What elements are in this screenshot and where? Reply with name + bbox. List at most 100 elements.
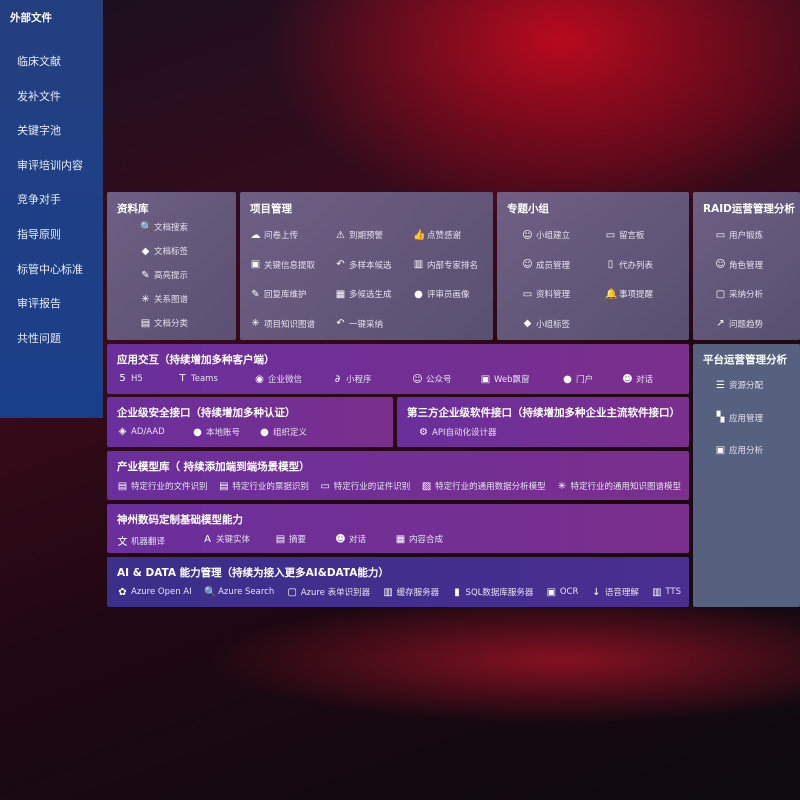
industry-items-row: ▤ 特定行业的文件识别 ▤ 特定行业的票据识别 ▭ 特定行业的证件识别 ▨ 特定行业的通用数据…	[117, 480, 681, 493]
chat-icon: ☻	[335, 533, 346, 545]
feature-item[interactable]: ▭ 用户锻炼	[715, 229, 763, 242]
feature-item[interactable]: ▦ 内容合成	[395, 533, 443, 546]
official-account-icon: ☺	[412, 373, 423, 385]
feature-item[interactable]: ☺ 公众号	[412, 373, 451, 386]
feature-item[interactable]: ▢ Azure 表单识别器	[287, 586, 370, 599]
feature-item[interactable]: ▥ 缓存服务器	[383, 586, 439, 599]
feature-item[interactable]: ▨ 特定行业的通用数据分析模型	[421, 480, 546, 493]
feature-item[interactable]: ▣ OCR	[546, 587, 579, 598]
feature-item[interactable]: ▦ 多候选生成	[335, 288, 392, 301]
feature-item[interactable]: ▥ 内部专家排名	[413, 259, 478, 271]
feature-item[interactable]: 文机器翻译	[117, 533, 166, 549]
feature-item[interactable]: ☰ 资源分配	[715, 379, 763, 392]
feature-label: 特定行业的证件识别	[333, 482, 411, 492]
feature-item[interactable]: ✳ 项目知识图谱	[250, 318, 315, 330]
feature-item[interactable]: ✿ Azure Open AI	[117, 587, 192, 598]
feature-item[interactable]: ☻ 对话	[622, 373, 653, 386]
feature-item[interactable]: ✎ 回复库维护	[250, 288, 307, 301]
feature-item[interactable]: ▣ 关键信息提取	[250, 259, 315, 271]
sidebar-item[interactable]: 竞争对手	[17, 193, 61, 207]
feature-item[interactable]: ◆ 小组标签	[522, 318, 570, 330]
html5-icon: 5	[119, 373, 126, 384]
feature-item[interactable]: 🔍 文档搜索	[140, 221, 188, 234]
feature-item[interactable]: ● 本地账号	[192, 426, 240, 439]
feature-item[interactable]: ▥ TTS	[651, 587, 681, 598]
feature-item[interactable]: ✎ 高亮提示	[140, 269, 188, 282]
feature-item[interactable]: ▮ SQL数据库服务器	[452, 586, 533, 599]
feature-item[interactable]: ▤ 特定行业的票据识别	[218, 480, 309, 493]
feature-item[interactable]: ▣ 应用分析	[715, 444, 763, 457]
feature-item[interactable]: ● 评审员画像	[413, 288, 469, 301]
feature-item[interactable]: 🔍 Azure Search	[204, 587, 274, 598]
edit-icon: ✎	[251, 288, 260, 300]
folder-icon: ▭	[522, 288, 533, 300]
feature-item[interactable]: ⚙ API自动化设计器	[418, 426, 496, 439]
feature-item[interactable]: ▯ 代办列表	[605, 259, 653, 271]
feature-item[interactable]: ☻ 对话	[335, 533, 366, 546]
feature-item[interactable]: ↶ 一键采纳	[335, 318, 383, 330]
feature-item[interactable]: ∂ 小程序	[332, 373, 372, 386]
feature-item[interactable]: ☁ 问卷上传	[250, 229, 299, 242]
feature-item[interactable]: ◆ 文档标签	[140, 245, 188, 258]
feature-item[interactable]: ☺ 角色管理	[715, 259, 763, 271]
chart-icon: ▨	[421, 480, 432, 492]
sidebar-item[interactable]: 审评报告	[17, 297, 61, 311]
feature-item[interactable]: ◉ 企业微信	[254, 373, 302, 386]
feature-item[interactable]: ▢ 采纳分析	[715, 288, 763, 301]
feature-label: 事项提醒	[619, 290, 654, 300]
entity-icon: A	[204, 533, 211, 545]
feature-item[interactable]: ⚠ 到期预警	[335, 229, 383, 242]
project-panel: 项目管理 ☁ 问卷上传 ⚠ 到期预警 👍 点赞感谢 ▣ 关键信息提取 ↶ 多样本候选 ▥ 内部专家排名…	[240, 192, 493, 340]
panel-title: 专题小组	[507, 203, 549, 215]
gear-icon: ⚙	[419, 426, 428, 438]
feature-label: Azure Open AI	[131, 587, 192, 597]
thumbs-up-icon: 👍	[413, 229, 426, 241]
feature-item[interactable]: ● 门户	[562, 373, 593, 386]
sidebar-item[interactable]: 发补文件	[17, 89, 61, 103]
sidebar-item[interactable]: 关键字池	[17, 124, 61, 138]
feature-item[interactable]: ▣ Web飘窗	[480, 373, 530, 386]
chat-icon: ☻	[622, 373, 633, 385]
pen-icon: ✎	[141, 269, 150, 281]
feature-label: 特定行业的文件识别	[131, 482, 208, 492]
feature-item[interactable]: ↓ 语音理解	[591, 586, 639, 599]
feature-label: Teams	[191, 373, 218, 384]
feature-item[interactable]: ▭ 特定行业的证件识别	[320, 480, 411, 493]
ocr-icon: ▣	[546, 586, 557, 598]
doc-icon: ▤	[275, 533, 286, 545]
sidebar-item[interactable]: 审评培训内容	[17, 158, 83, 172]
feature-item[interactable]: ▭ 资料管理	[522, 288, 570, 301]
feature-label: 多样本候选	[349, 260, 392, 271]
database-icon: ▮	[454, 586, 460, 598]
feature-item[interactable]: ✳ 特定行业的通用知识图谱模型	[556, 480, 681, 493]
feature-item[interactable]: ↶ 多样本候选	[335, 259, 392, 271]
sidebar-item[interactable]: 临床文献	[17, 55, 61, 68]
bell-icon: 🔔	[605, 288, 618, 300]
feature-item[interactable]: ✳ 关系图谱	[140, 293, 188, 306]
feature-item[interactable]: ☺ 成员管理	[522, 259, 570, 271]
feature-item[interactable]: 5 H5	[117, 373, 143, 384]
feature-item[interactable]: T Teams	[177, 373, 218, 384]
feature-label: TTS	[665, 587, 681, 597]
feature-item[interactable]: ☺ 小组建立	[522, 229, 570, 242]
users-icon: ☺	[715, 259, 726, 270]
feature-item[interactable]: ↗ 问题趋势	[715, 318, 763, 330]
feature-item[interactable]: 👍 点赞感谢	[413, 229, 462, 242]
feature-label: 点赞感谢	[427, 231, 462, 241]
panel-title: 外部文件	[10, 12, 52, 24]
feature-item[interactable]: ▤ 特定行业的文件识别	[117, 480, 208, 493]
feature-item[interactable]: A 关键实体	[202, 533, 250, 546]
sidebar-item[interactable]: 指导原则	[17, 228, 61, 241]
feature-label: 回复库维护	[264, 290, 307, 300]
sidebar-item[interactable]: 标管中心标准	[17, 262, 83, 276]
feature-item[interactable]: ● 组织定义	[259, 426, 307, 439]
feature-label: 多候选生成	[349, 290, 392, 300]
feature-item[interactable]: ▚ 应用管理	[715, 412, 763, 424]
sidebar-item[interactable]: 共性问题	[17, 331, 61, 345]
feature-item[interactable]: ▭ 留言板	[605, 229, 645, 242]
puzzle-icon: ▦	[335, 288, 346, 300]
feature-item[interactable]: 🔔 事项提醒	[605, 288, 654, 301]
feature-item[interactable]: ▤ 摘要	[275, 533, 306, 546]
feature-item[interactable]: ▤ 文档分类	[140, 317, 188, 330]
feature-item[interactable]: ◈ AD/AAD	[117, 426, 165, 437]
